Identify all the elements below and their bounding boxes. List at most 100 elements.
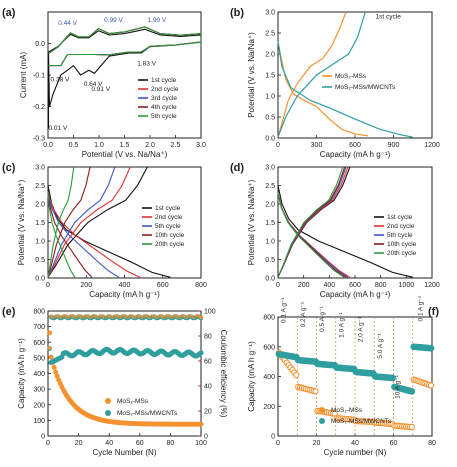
- y2-tick-label: 0: [204, 434, 208, 441]
- rate-label: 1.0 A g⁻¹: [338, 312, 345, 338]
- x-tick-label: 20: [313, 440, 321, 447]
- discharge-curve: [47, 192, 76, 278]
- panel-label: (a): [2, 7, 16, 19]
- y-tick-label: 3.0: [265, 10, 275, 17]
- y-tick-label: 0.5: [265, 257, 275, 264]
- rate-point-mss: [293, 371, 300, 379]
- discharge-curve: [277, 185, 413, 278]
- legend-entry: 5th cycle: [151, 113, 177, 120]
- annotation: 0.64 V: [84, 81, 103, 88]
- series-line: [48, 26, 202, 67]
- y-tick-label: -0.3: [33, 136, 45, 143]
- y-tick-label: 3.0: [265, 165, 275, 172]
- rate-label: 10 A g⁻¹: [394, 374, 401, 399]
- x-tick-label: 600: [157, 282, 169, 289]
- x-axis-label: Capacity (mA h g⁻¹): [320, 150, 391, 159]
- y-tick-label: 1.0: [265, 94, 275, 101]
- y2-tick-label: 60: [204, 359, 212, 366]
- charge-curve: [277, 11, 347, 138]
- y-tick-label: 2.0: [35, 202, 45, 209]
- annotation: 0.99 V: [104, 17, 123, 24]
- charge-curve: [47, 166, 91, 278]
- y-tick-label: 100: [33, 418, 45, 425]
- discharge-curve: [277, 41, 368, 137]
- y-axis-label: Capacity (mA h g⁻¹): [247, 341, 256, 412]
- y2-tick-label: 20: [204, 409, 212, 416]
- annotation: 0.01 V: [49, 125, 68, 132]
- legend-entry: 1st cycle: [387, 214, 413, 221]
- y2-tick-label: 100: [204, 309, 216, 316]
- rate-point-mwcnt: [427, 344, 435, 352]
- plot-frame: [47, 11, 202, 139]
- capacity-point-mss: [53, 369, 59, 375]
- y-tick-label: 200: [263, 404, 275, 411]
- x-tick-label: 0.0: [43, 142, 53, 149]
- legend-entry: 10th cycle: [155, 232, 185, 239]
- x-tick-label: 80: [428, 440, 436, 447]
- legend-entry: 3rd cycle: [151, 95, 177, 102]
- x-tick-label: 400: [323, 282, 335, 289]
- charge-curve: [277, 166, 344, 278]
- x-tick-label: 80: [167, 440, 175, 447]
- y-tick-label: -0.1: [33, 73, 45, 80]
- capacity-point-mss: [54, 373, 60, 379]
- x-tick-label: 20: [75, 440, 83, 447]
- discharge-curve: [47, 192, 141, 278]
- charge-curve: [277, 11, 366, 138]
- x-tick-label: 600: [349, 282, 361, 289]
- legend-entry: 2nd cycle: [155, 214, 183, 221]
- legend-entry: MoS₂-MSs/MWCNTs: [335, 84, 396, 91]
- x-tick-label: 200: [80, 282, 92, 289]
- legend-entry: 4th cycle: [151, 104, 177, 111]
- y-tick-label: 0.0: [265, 136, 275, 143]
- x-tick-label: 1.5: [120, 142, 130, 149]
- y-tick-label: 2.5: [35, 183, 45, 190]
- y-tick-label: 800: [33, 309, 45, 316]
- y-tick-label: 0.0: [35, 276, 45, 283]
- rate-point-mwcnt: [408, 388, 416, 395]
- y-tick-label: 0.5: [265, 115, 275, 122]
- x-tick-label: 600: [349, 142, 361, 149]
- annotation: 1st cycle: [376, 13, 402, 20]
- charge-curve: [47, 166, 75, 278]
- charge-curve: [47, 166, 148, 278]
- legend-entry: 2nd cycle: [387, 223, 415, 230]
- y-tick-label: 0: [41, 434, 45, 441]
- capacity-point-mss: [51, 364, 57, 370]
- x-axis-label: Capacity (mA h g⁻¹): [320, 290, 391, 299]
- panel-e: 0 20 40 60 80 1000100200300400500600700800Cyc…: [2, 306, 228, 457]
- panel-label: (f): [428, 306, 439, 318]
- discharge-curve: [277, 192, 345, 278]
- x-tick-label: 800: [375, 282, 387, 289]
- legend-marker: [319, 418, 325, 424]
- x-axis-label: Cycle Number (N): [92, 448, 156, 457]
- y-tick-label: 1.5: [265, 220, 275, 227]
- discharge-curve: [47, 192, 93, 278]
- y2-tick-label: 40: [204, 384, 212, 391]
- panel-label: (b): [230, 7, 244, 19]
- y-tick-label: 600: [33, 340, 45, 347]
- x-tick-label: 1200: [424, 142, 440, 149]
- x-tick-label: 40: [105, 440, 113, 447]
- panel-label: (d): [230, 162, 244, 174]
- legend-entry: 1st cycle: [151, 77, 177, 84]
- annotation: 1.83 V: [137, 61, 156, 68]
- y-tick-label: 400: [263, 374, 275, 381]
- x-tick-label: 400: [119, 282, 131, 289]
- y-tick-label: 0.0: [35, 41, 45, 48]
- rate-label: 0.2 A g⁻¹: [300, 301, 307, 327]
- rate-point-mss: [312, 388, 319, 395]
- ce-point-mss: [47, 346, 52, 350]
- panel-a: 0.0 0.5 1.0 1.5 2.0 2.5 3.0 0.0 -0.1 -0.2 -0.3 Pote…: [2, 7, 206, 159]
- rate-point-mss: [427, 382, 435, 389]
- rate-point-mss: [408, 423, 415, 431]
- x-tick-label: 900: [388, 142, 400, 149]
- legend-entry: 20th cycle: [155, 241, 185, 248]
- legend-entry: 20th cycle: [387, 250, 417, 257]
- panel-label: (e): [2, 306, 16, 318]
- x-tick-label: 0.5: [69, 142, 79, 149]
- y2-tick-label: 80: [204, 334, 212, 341]
- y-axis-label: Potential (V vs. Na/Na⁺): [247, 32, 256, 118]
- y-axis-label: Potential (V vs. Na/Na⁺): [17, 179, 26, 265]
- ce-point-mss: [199, 315, 203, 320]
